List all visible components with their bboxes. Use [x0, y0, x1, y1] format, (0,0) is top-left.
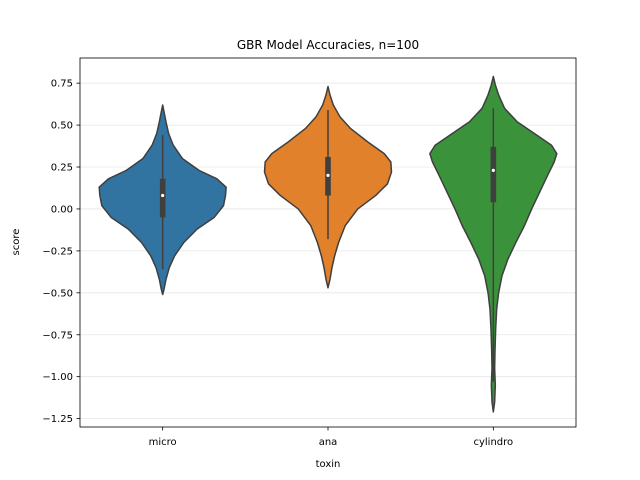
median-point-cylindro [491, 168, 495, 172]
y-tick-label: −0.75 [42, 330, 73, 341]
iqr-box-micro [159, 178, 166, 218]
x-axis-ticks: micro ana cylindro [149, 427, 513, 448]
y-tick-label: 0.25 [51, 163, 73, 174]
y-tick-label: −1.00 [42, 372, 73, 383]
x-tick-label: micro [149, 437, 177, 448]
median-point-micro [161, 193, 165, 198]
y-tick-label: −1.25 [42, 414, 73, 425]
y-axis-label: score [11, 229, 22, 256]
y-tick-label: 0.75 [51, 79, 73, 90]
y-tick-label: −0.25 [42, 246, 73, 257]
median-point-ana [326, 173, 330, 178]
y-tick-label: 0.50 [51, 121, 73, 132]
y-axis-ticks: 0.75 0.50 0.25 0.00 −0.25 −0.50 −0.75 −1.00 −1.2… [42, 79, 80, 425]
y-tick-label: −0.50 [42, 288, 73, 299]
x-tick-label: ana [319, 437, 338, 448]
violins [98, 75, 558, 413]
chart-title: GBR Model Accuracies, n=100 [237, 38, 419, 52]
x-axis-label: toxin [316, 459, 341, 470]
iqr-box-cylindro [490, 146, 497, 203]
x-tick-label: cylindro [473, 437, 513, 448]
y-tick-label: 0.00 [51, 204, 73, 215]
